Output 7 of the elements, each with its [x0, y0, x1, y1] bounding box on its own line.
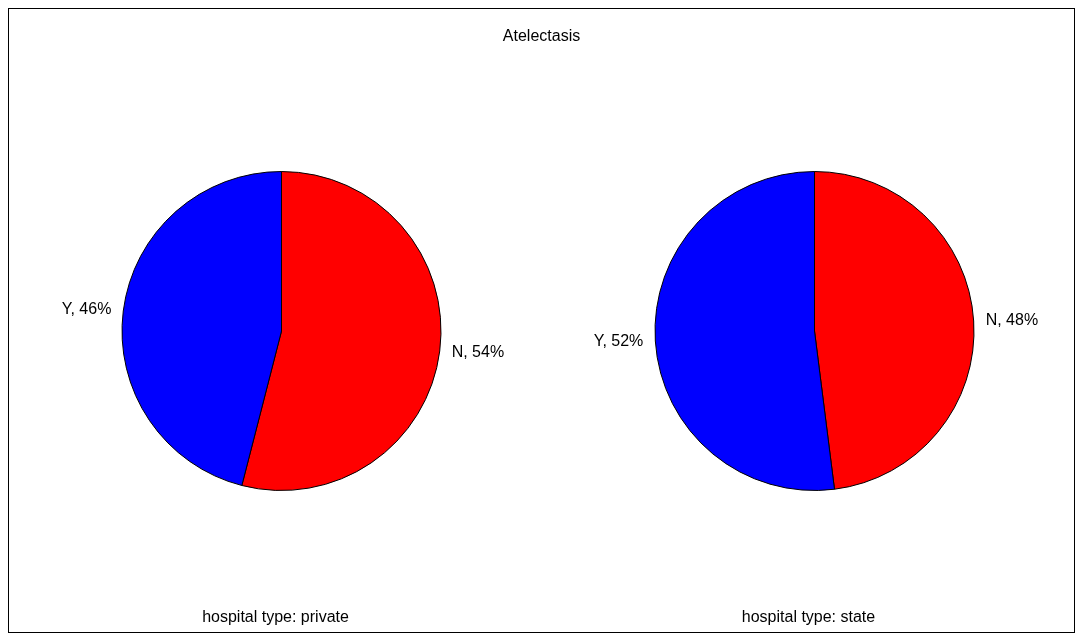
text: hospital type: private: [201, 608, 350, 626]
slice-label: Y, 46%: [61, 299, 112, 317]
slice-label: N, 54%: [451, 342, 505, 360]
slice-label: N, 48%: [985, 310, 1039, 328]
text: Atelectasis: [501, 27, 582, 45]
slice-label: Y, 52%: [593, 332, 644, 350]
text: hospital type: state: [740, 608, 877, 626]
